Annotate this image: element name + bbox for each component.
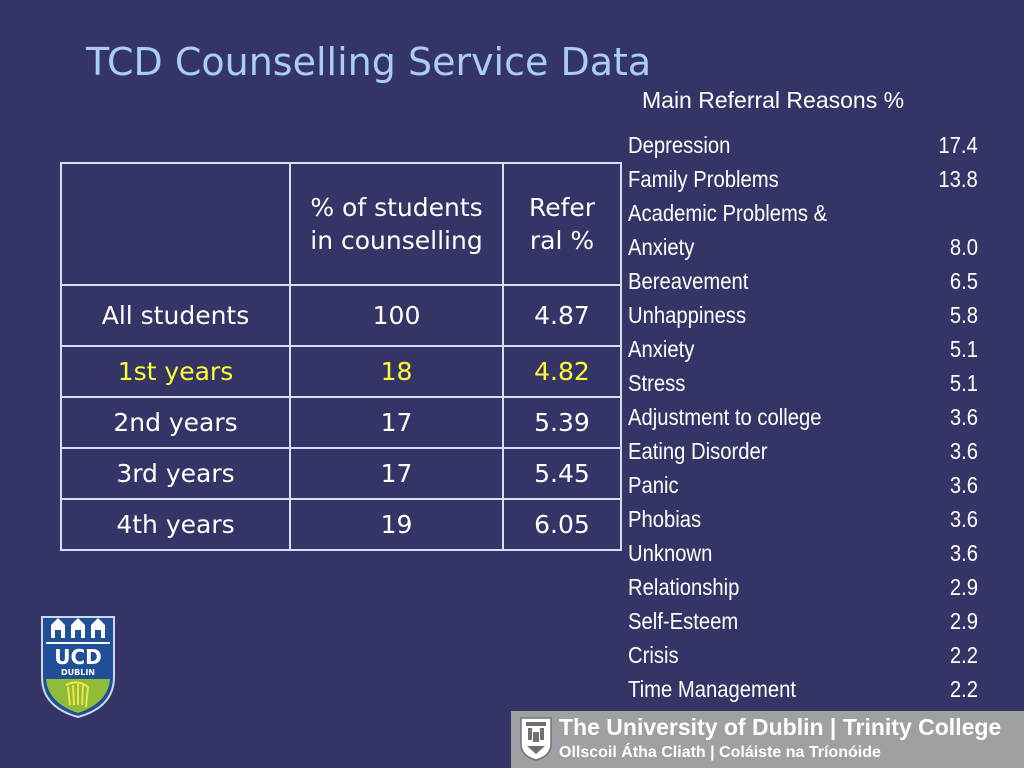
referral-reason: Depression	[628, 132, 731, 158]
row-pct-students: 18	[289, 345, 504, 398]
row-pct-students: 17	[289, 447, 504, 500]
referral-reason: Time Management	[628, 676, 796, 702]
table-header-pct-students: % of students in counselling	[289, 162, 504, 286]
table-row: 2nd years 17 5.39	[60, 396, 622, 449]
table-row: All students 100 4.87	[60, 284, 622, 347]
referral-pct: 3.6	[949, 540, 978, 566]
row-label: 4th years	[60, 498, 291, 551]
referral-reason: Eating Disorder	[628, 438, 768, 464]
list-item: Crisis 2.2	[628, 638, 978, 672]
table-header-row: % of students in counselling Refer ral %	[60, 162, 622, 286]
referral-reasons-list: Depression 17.4 Family Problems 13.8 Acade…	[628, 128, 978, 706]
list-item: Depression 17.4	[628, 128, 978, 162]
referral-pct: 17.4	[938, 132, 978, 158]
referral-pct: 3.6	[949, 404, 978, 430]
row-pct-students: 19	[289, 498, 504, 551]
table-row: 4th years 19 6.05	[60, 498, 622, 551]
list-item: Self-Esteem 2.9	[628, 604, 978, 638]
row-pct-students: 100	[289, 284, 504, 347]
row-referral-pct: 5.45	[502, 447, 622, 500]
referral-reason: Phobias	[628, 506, 702, 532]
list-item: Adjustment to college 3.6	[628, 400, 978, 434]
referral-reason: Relationship	[628, 574, 740, 600]
list-item: Unknown 3.6	[628, 536, 978, 570]
row-label: 1st years	[60, 345, 291, 398]
referral-reason: Panic	[628, 472, 679, 498]
list-item: Bereavement 6.5	[628, 264, 978, 298]
list-item: Relationship 2.9	[628, 570, 978, 604]
referral-reason: Adjustment to college	[628, 404, 822, 430]
referral-reason: Crisis	[628, 642, 679, 668]
tcd-banner: The University of Dublin | Trinity Colle…	[511, 711, 1024, 768]
list-item: Academic Problems & Anxiety 8.0	[628, 196, 978, 264]
referral-pct: 2.2	[949, 676, 978, 702]
ucd-crest-icon: UCD DUBLIN	[41, 616, 115, 719]
counselling-stats-table: % of students in counselling Refer ral %…	[60, 162, 622, 551]
list-item: Anxiety 5.1	[628, 332, 978, 366]
referral-pct: 2.2	[949, 642, 978, 668]
referral-reason: Stress	[628, 370, 686, 396]
row-label: All students	[60, 284, 291, 347]
referral-pct: 5.1	[949, 336, 978, 362]
ucd-logo-text: UCD	[54, 645, 102, 669]
row-referral-pct: 5.39	[502, 396, 622, 449]
referral-pct: 5.8	[949, 302, 978, 328]
referral-reason: Bereavement	[628, 268, 749, 294]
tcd-name-irish: Ollscoil Átha Cliath | Coláiste na Tríon…	[559, 744, 881, 761]
referral-pct: 2.9	[949, 574, 978, 600]
tcd-name-english: The University of Dublin | Trinity Colle…	[559, 714, 1002, 740]
row-referral-pct: 4.82	[502, 345, 622, 398]
list-item: Family Problems 13.8	[628, 162, 978, 196]
list-item: Unhappiness 5.8	[628, 298, 978, 332]
referral-pct: 6.5	[949, 268, 978, 294]
row-referral-pct: 4.87	[502, 284, 622, 347]
list-item: Eating Disorder 3.6	[628, 434, 978, 468]
referral-pct: 8.0	[949, 234, 978, 260]
referral-reason: Anxiety	[628, 336, 695, 362]
table-header-referral-pct: Refer ral %	[502, 162, 622, 286]
ucd-logo-subtext: DUBLIN	[61, 668, 95, 677]
list-item: Panic 3.6	[628, 468, 978, 502]
referral-reason: Unhappiness	[628, 302, 747, 328]
table-row: 3rd years 17 5.45	[60, 447, 622, 500]
row-label: 3rd years	[60, 447, 291, 500]
referral-pct: 13.8	[938, 166, 978, 192]
referral-reason: Unknown	[628, 540, 713, 566]
list-item: Phobias 3.6	[628, 502, 978, 536]
row-referral-pct: 6.05	[502, 498, 622, 551]
row-pct-students: 17	[289, 396, 504, 449]
referral-pct: 5.1	[949, 370, 978, 396]
list-item: Stress 5.1	[628, 366, 978, 400]
referral-pct: 2.9	[949, 608, 978, 634]
referral-reason: Self-Esteem	[628, 608, 739, 634]
row-label: 2nd years	[60, 396, 291, 449]
referral-pct: 3.6	[949, 438, 978, 464]
referral-reason: Academic Problems & Anxiety	[628, 200, 828, 260]
tcd-crest-icon	[520, 717, 552, 761]
referral-pct: 3.6	[949, 506, 978, 532]
slide-title: TCD Counselling Service Data	[86, 40, 652, 84]
list-item: Time Management 2.2	[628, 672, 978, 706]
referral-pct: 3.6	[949, 472, 978, 498]
referral-reason: Family Problems	[628, 166, 779, 192]
table-row-highlighted: 1st years 18 4.82	[60, 345, 622, 398]
referral-reasons-heading: Main Referral Reasons %	[642, 87, 905, 113]
table-header-blank	[60, 162, 291, 286]
